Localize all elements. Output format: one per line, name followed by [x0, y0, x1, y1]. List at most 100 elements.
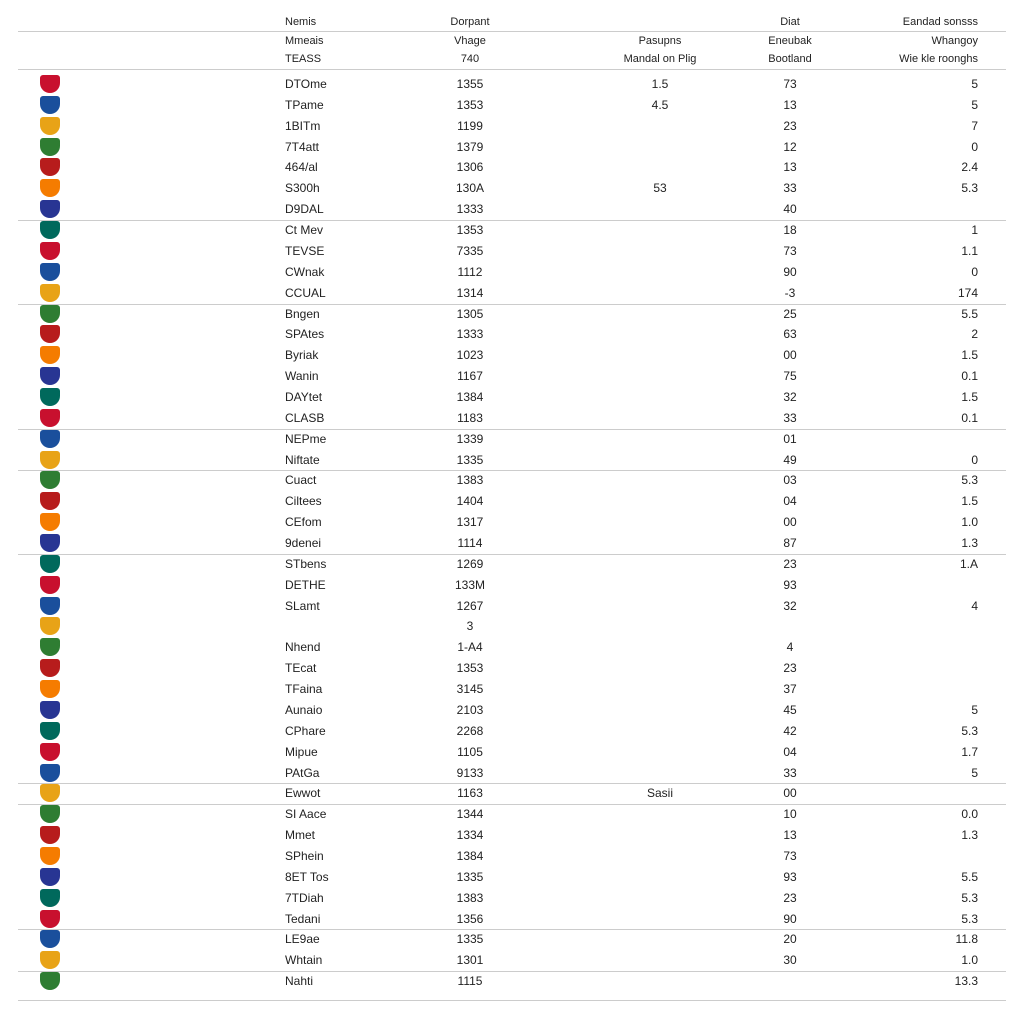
header-cell: Mandal on Plig: [623, 53, 697, 65]
table-cell: Wanin: [285, 369, 319, 384]
team-crest: [40, 680, 60, 699]
table-cell: Ct Mev: [285, 223, 324, 238]
table-cell: 1333: [456, 202, 484, 217]
team-crest: [40, 513, 60, 532]
table-cell: Ewwot: [285, 786, 321, 801]
team-crest: [40, 262, 60, 281]
header-rule: [18, 31, 1006, 32]
team-crest: [40, 638, 60, 657]
table-cell: 5.5: [961, 306, 978, 321]
table-cell: 0.1: [961, 410, 978, 425]
header-cell: Eneubak: [768, 35, 812, 47]
header-cell: Dorpant: [450, 16, 490, 28]
team-crest: [40, 137, 60, 156]
team-crest: [40, 534, 60, 552]
table-bottom: [18, 1000, 1006, 1001]
table-cell: -3: [784, 285, 796, 300]
table-cell: 1.0: [961, 953, 978, 968]
team-crest: [40, 805, 60, 824]
team-crest: [40, 116, 60, 135]
team-crest: [40, 972, 60, 991]
team-crest: [40, 367, 60, 386]
table-cell: 1: [971, 223, 978, 238]
table-cell: 4: [786, 640, 794, 655]
team-crest: [40, 784, 60, 803]
row-rule: [18, 804, 1006, 806]
table-cell: SPAtes: [285, 327, 325, 342]
table-cell: 40: [783, 202, 797, 217]
table-cell: 25: [783, 306, 797, 321]
table-cell: 1384: [456, 389, 484, 404]
team-crest: [40, 283, 60, 302]
table-cell: DAYtet: [285, 389, 323, 404]
team-crest: [40, 158, 60, 177]
table-cell: SPhein: [285, 848, 324, 863]
header-cell: TEASS: [285, 53, 322, 65]
table-cell: 01: [783, 431, 797, 446]
table-cell: 1163: [457, 786, 483, 801]
team-crest: [40, 241, 60, 260]
table-cell: TFaina: [285, 682, 323, 697]
table-cell: 33: [783, 765, 797, 780]
team-crest: [40, 325, 60, 344]
table-cell: 464/al: [285, 160, 318, 175]
row-rule: [18, 553, 1006, 555]
table-cell: 45: [783, 702, 797, 717]
team-crest: [40, 617, 60, 636]
table-cell: 174: [957, 285, 978, 300]
table-cell: 1-A4: [457, 640, 483, 655]
table-cell: 1.3: [961, 536, 978, 550]
table-cell: 1334: [456, 828, 484, 843]
table-cell: NEPme: [285, 431, 327, 446]
table-cell: 1023: [456, 348, 484, 363]
table-cell: 1.1: [961, 243, 978, 258]
table-cell: 3: [466, 619, 474, 634]
table-cell: Bngen: [285, 306, 320, 321]
table-cell: 12: [783, 139, 797, 154]
table-cell: 1267: [456, 598, 484, 613]
table-cell: 5: [971, 702, 978, 717]
table-cell: 1339: [456, 431, 484, 446]
table-cell: 1.5: [961, 348, 978, 363]
table-cell: CEfom: [285, 515, 322, 530]
row-rule: [18, 303, 1006, 305]
table-cell: 0: [971, 139, 978, 154]
table-cell: 13.3: [954, 974, 978, 989]
table-cell: 1.5: [961, 494, 978, 509]
table-cell: 1.3: [961, 828, 978, 843]
header-cell: Mmeais: [285, 35, 324, 47]
table-cell: 1344: [456, 807, 484, 822]
header-cell: Whangoy: [931, 35, 978, 47]
team-crest: [40, 554, 60, 573]
table-cell: CPhare: [285, 723, 326, 738]
table-cell: CLASB: [285, 410, 325, 425]
header-cell: Diat: [780, 16, 800, 28]
table-cell: 1.A: [959, 556, 978, 571]
table-cell: CCUAL: [285, 285, 326, 300]
table-cell: 1383: [456, 890, 484, 905]
table-cell: 9denei: [285, 536, 322, 550]
table-cell: 30: [783, 953, 797, 968]
team-crest: [40, 179, 60, 198]
team-crest: [40, 951, 60, 970]
table-cell: 1317: [456, 515, 484, 530]
header-cell: Wie kle roonghs: [899, 53, 978, 65]
table-cell: 73: [783, 77, 797, 91]
table-cell: 1335: [456, 932, 484, 947]
team-crest: [40, 492, 60, 511]
table-cell: 1384: [456, 848, 484, 863]
table-cell: 73: [783, 243, 797, 258]
team-crest: [40, 846, 60, 865]
row-rule: [18, 470, 1006, 472]
table-cell: Aunaio: [285, 702, 323, 717]
table-cell: Tedani: [285, 911, 321, 926]
table-cell: 13: [783, 828, 797, 843]
table-cell: 93: [783, 577, 797, 592]
team-crest: [40, 304, 60, 323]
table-cell: SLamt: [285, 598, 320, 613]
table-cell: Sasii: [646, 786, 673, 801]
table-cell: 13: [783, 97, 797, 112]
table-cell: 1.5: [961, 389, 978, 404]
table-cell: 33: [783, 410, 797, 425]
team-crest: [40, 200, 60, 219]
